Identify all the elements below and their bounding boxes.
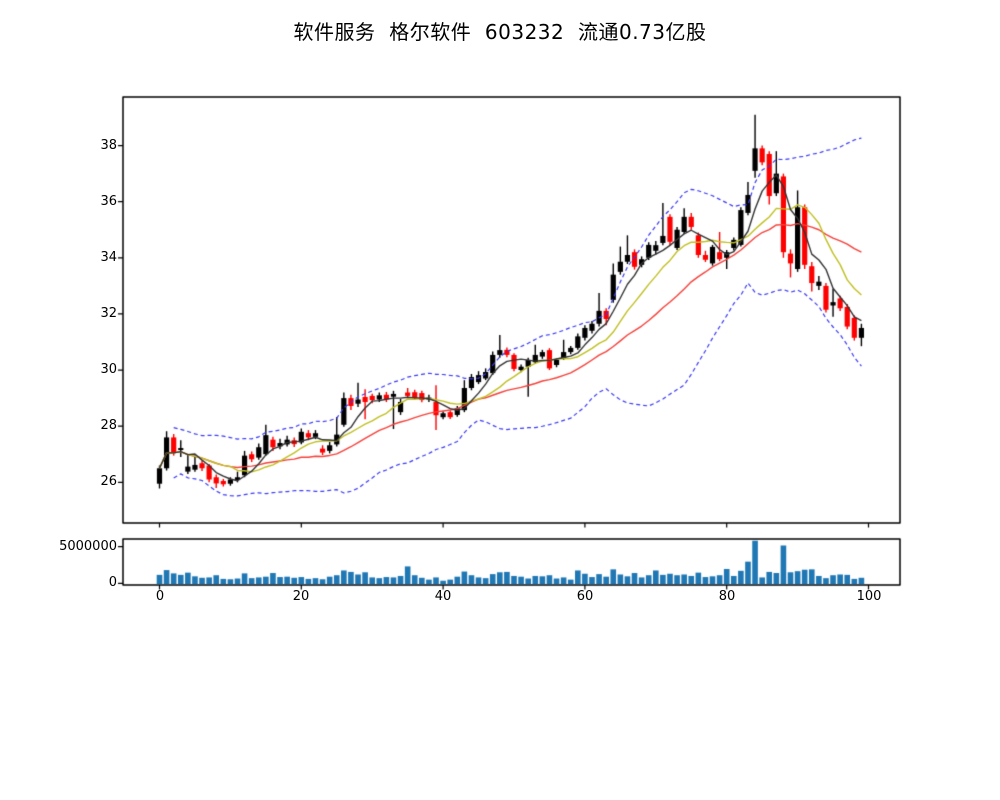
price-tick-label: 34 [100, 250, 117, 265]
x-tick-label: 100 [856, 589, 882, 604]
price-tick-label: 38 [100, 138, 117, 153]
x-tick-label: 80 [718, 589, 736, 604]
x-tick-label: 60 [576, 589, 594, 604]
x-tick-label: 20 [292, 589, 310, 604]
x-tick-label: 40 [434, 589, 452, 604]
price-tick-label: 30 [100, 362, 117, 377]
price-tick-label: 36 [100, 194, 117, 209]
volume-tick-label: 0 [108, 575, 117, 590]
price-tick-label: 26 [100, 474, 117, 489]
volume-tick-label: 5000000 [59, 539, 117, 554]
price-tick-label: 32 [100, 306, 117, 321]
price-tick-label: 28 [100, 418, 117, 433]
x-tick-label: 0 [155, 589, 165, 604]
